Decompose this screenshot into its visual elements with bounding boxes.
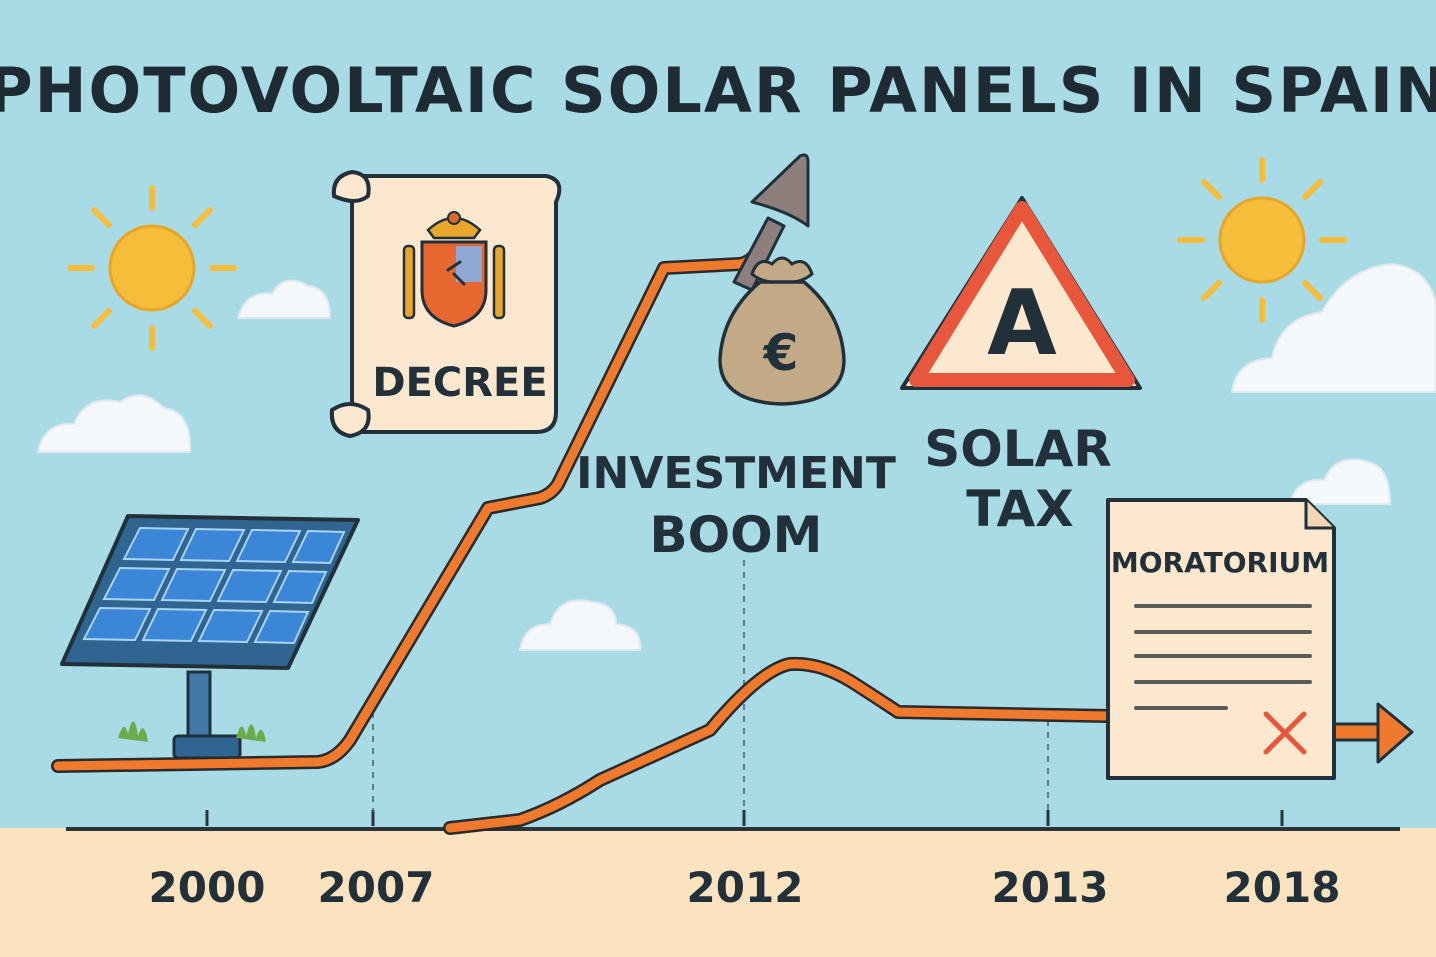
euro-symbol: € — [763, 324, 799, 382]
cloud-icon — [518, 599, 642, 651]
cloud-icon — [236, 279, 332, 319]
document-icon — [1106, 498, 1336, 780]
warning-letter: A — [987, 271, 1057, 376]
year-label-2013: 2013 — [992, 863, 1109, 912]
solar-tax-label-line1: SOLAR — [924, 420, 1112, 478]
page-title: PHOTOVOLTAIC SOLAR PANELS IN SPAIN — [0, 54, 1436, 127]
year-label-2012: 2012 — [687, 863, 804, 912]
money-bag-icon: € — [718, 256, 846, 406]
year-label-2007: 2007 — [318, 863, 435, 912]
cloud-icon — [1230, 262, 1436, 393]
investment-label-line1: INVESTMENT — [576, 448, 896, 499]
solar-tax-label-line2: TAX — [966, 480, 1073, 538]
sun-icon — [1177, 157, 1347, 323]
moratorium-label: MORATORIUM — [1111, 546, 1329, 579]
sun-icon — [67, 185, 237, 351]
x-mark-icon — [1263, 711, 1307, 755]
cloud-icon — [36, 394, 192, 453]
warning-triangle-icon: A — [900, 196, 1142, 390]
coat-of-arms-icon — [402, 211, 506, 328]
cloud-icon — [1288, 458, 1392, 505]
solar-panel-icon — [60, 514, 360, 760]
decree-label: DECREE — [372, 360, 547, 406]
ground-strip — [0, 828, 1436, 957]
year-label-2018: 2018 — [1224, 863, 1341, 912]
year-label-2000: 2000 — [149, 863, 266, 912]
installation-trend-line-fill — [445, 659, 1113, 833]
arrow-icon — [732, 153, 810, 292]
investment-label-line2: BOOM — [650, 506, 823, 564]
